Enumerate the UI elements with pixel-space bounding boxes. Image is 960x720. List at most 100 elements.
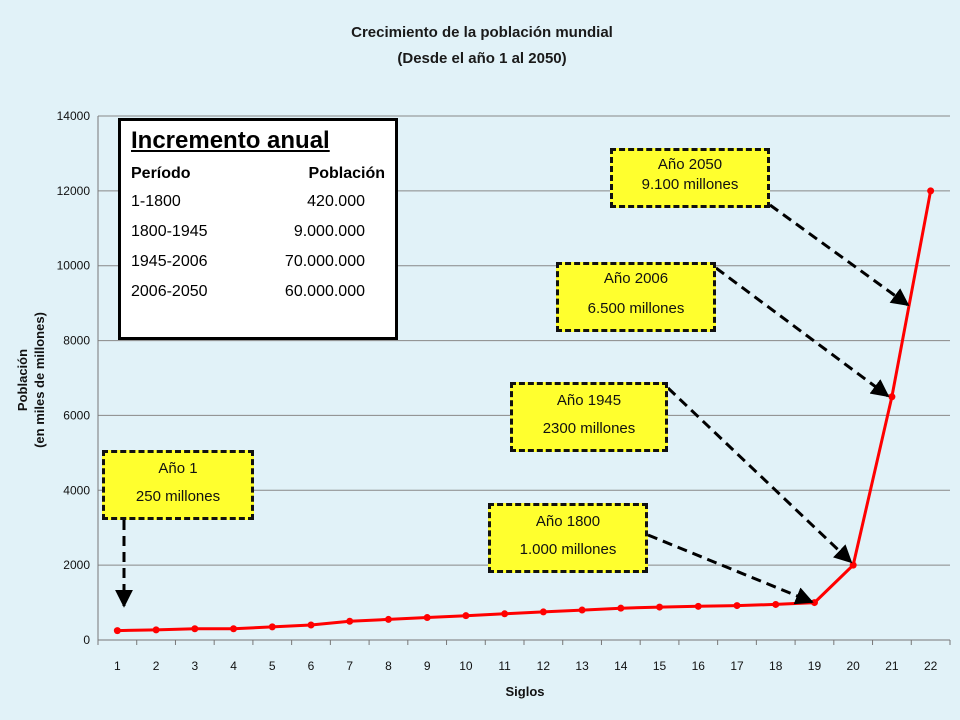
population-cell: 9.000.000 (293, 223, 365, 240)
period-cell: 1800-1945 (131, 223, 208, 240)
data-point (152, 626, 160, 634)
x-tick-label: 7 (346, 659, 353, 673)
callout-population-label: 2300 millones (542, 420, 636, 438)
data-point (539, 608, 547, 616)
data-point (307, 621, 315, 629)
y-tick-label: 14000 (57, 109, 91, 123)
y-axis-label-line2: (en miles de millones) (32, 312, 47, 448)
x-tick-label: 22 (924, 659, 938, 673)
data-point (694, 602, 702, 610)
chart-subtitle: (Desde el año 1 al 2050) (397, 50, 566, 67)
arrow-year-1945 (666, 386, 853, 564)
table-header-row: Período Población (131, 165, 385, 193)
arrow-year-2050 (769, 203, 910, 307)
x-tick-label: 4 (230, 659, 237, 673)
y-tick-label: 8000 (63, 334, 90, 348)
header-population: Población (308, 165, 385, 182)
callout-year-label: Año 1 (158, 460, 198, 477)
y-tick-label: 6000 (63, 408, 90, 422)
period-cell: 1945-2006 (131, 253, 208, 270)
data-points (113, 187, 935, 635)
table-row: 1-1800 420.000 (131, 193, 385, 223)
data-point (113, 627, 121, 635)
x-tick-label: 3 (191, 659, 198, 673)
x-axis-label: Siglos (505, 684, 544, 699)
table-row: 1945-2006 70.000.000 (131, 253, 385, 283)
data-point (268, 623, 276, 631)
data-point (384, 615, 392, 623)
header-period: Período (131, 165, 191, 182)
annual-increment-table: Incremento anual Período Población 1-180… (118, 118, 398, 340)
callout-population-label: 1.000 millones (519, 541, 617, 559)
x-tick-label: 10 (459, 659, 473, 673)
y-tick-label: 12000 (57, 184, 91, 198)
population-cell: 420.000 (307, 193, 365, 210)
period-cell: 1-1800 (131, 193, 181, 210)
x-tick-label: 19 (808, 659, 822, 673)
x-tick-label: 17 (730, 659, 744, 673)
data-point (888, 393, 896, 401)
population-cell: 70.000.000 (284, 253, 365, 270)
data-point (656, 603, 664, 611)
y-tick-label: 2000 (63, 558, 90, 572)
callout-year-2050: Año 2050 9.100 millones (610, 148, 770, 208)
data-point (849, 561, 857, 569)
population-cell: 60.000.000 (284, 283, 365, 300)
callout-year-2006: Año 2006 6.500 millones (556, 262, 716, 332)
x-tick-label: 21 (885, 659, 899, 673)
data-point (733, 602, 741, 610)
y-tick-label: 0 (83, 633, 90, 647)
data-point (462, 612, 470, 620)
table-row: 2006-2050 60.000.000 (131, 283, 385, 313)
x-tick-label: 5 (269, 659, 276, 673)
callout-year-1800: Año 1800 1.000 millones (488, 503, 648, 573)
x-tick-label: 1 (114, 659, 121, 673)
x-tick-label: 20 (847, 659, 861, 673)
y-axis-label-line1: Población (15, 349, 30, 411)
callout-arrows (115, 203, 910, 608)
increment-title: Incremento anual (131, 127, 330, 154)
data-point (346, 617, 354, 625)
x-tick-label: 2 (153, 659, 160, 673)
callout-year-label: Año 1945 (556, 392, 622, 409)
y-tick-label: 4000 (63, 483, 90, 497)
x-tick-label: 18 (769, 659, 783, 673)
callout-year-label: Año 1800 (535, 513, 601, 530)
data-point (617, 604, 625, 612)
y-axis-ticks: 0 2000 4000 6000 8000 10000 12000 14000 (57, 109, 91, 647)
data-point (191, 625, 199, 633)
x-tick-label: 9 (424, 659, 431, 673)
x-tick-label: 8 (385, 659, 392, 673)
arrow-year-1800 (647, 533, 814, 605)
x-axis-ticks: 1 2 3 4 5 6 7 8 9 10 11 12 13 14 15 16 17 18 19 20 21 22 (97, 640, 951, 673)
callout-year-label: Año 2050 (657, 156, 723, 173)
data-point (927, 187, 935, 195)
arrow-year-2006 (715, 266, 890, 398)
x-tick-label: 6 (308, 659, 315, 673)
chart-title: Crecimiento de la población mundial (351, 24, 613, 41)
table-row: 1800-1945 9.000.000 (131, 223, 385, 253)
data-point (501, 610, 509, 618)
x-tick-label: 13 (575, 659, 589, 673)
data-point (230, 625, 238, 633)
callout-population-label: 9.100 millones (641, 176, 739, 194)
x-tick-label: 11 (498, 659, 511, 673)
callout-year-1: Año 1 250 millones (102, 450, 254, 520)
x-tick-label: 15 (653, 659, 667, 673)
callout-population-label: 250 millones (135, 488, 221, 506)
callout-population-label: 6.500 millones (587, 300, 685, 318)
increment-data-table: Período Población 1-1800 420.000 1800-19… (131, 165, 385, 313)
data-point (423, 614, 431, 622)
y-tick-label: 10000 (57, 259, 91, 273)
data-point (772, 600, 780, 608)
y-axis-label: Población (en miles de millones) (15, 312, 47, 448)
x-tick-label: 14 (614, 659, 628, 673)
data-point (578, 606, 586, 614)
callout-year-1945: Año 1945 2300 millones (510, 382, 668, 452)
data-point (810, 599, 818, 607)
period-cell: 2006-2050 (131, 283, 208, 300)
callout-year-label: Año 2006 (603, 270, 669, 287)
x-tick-label: 12 (537, 659, 551, 673)
x-tick-label: 16 (692, 659, 706, 673)
